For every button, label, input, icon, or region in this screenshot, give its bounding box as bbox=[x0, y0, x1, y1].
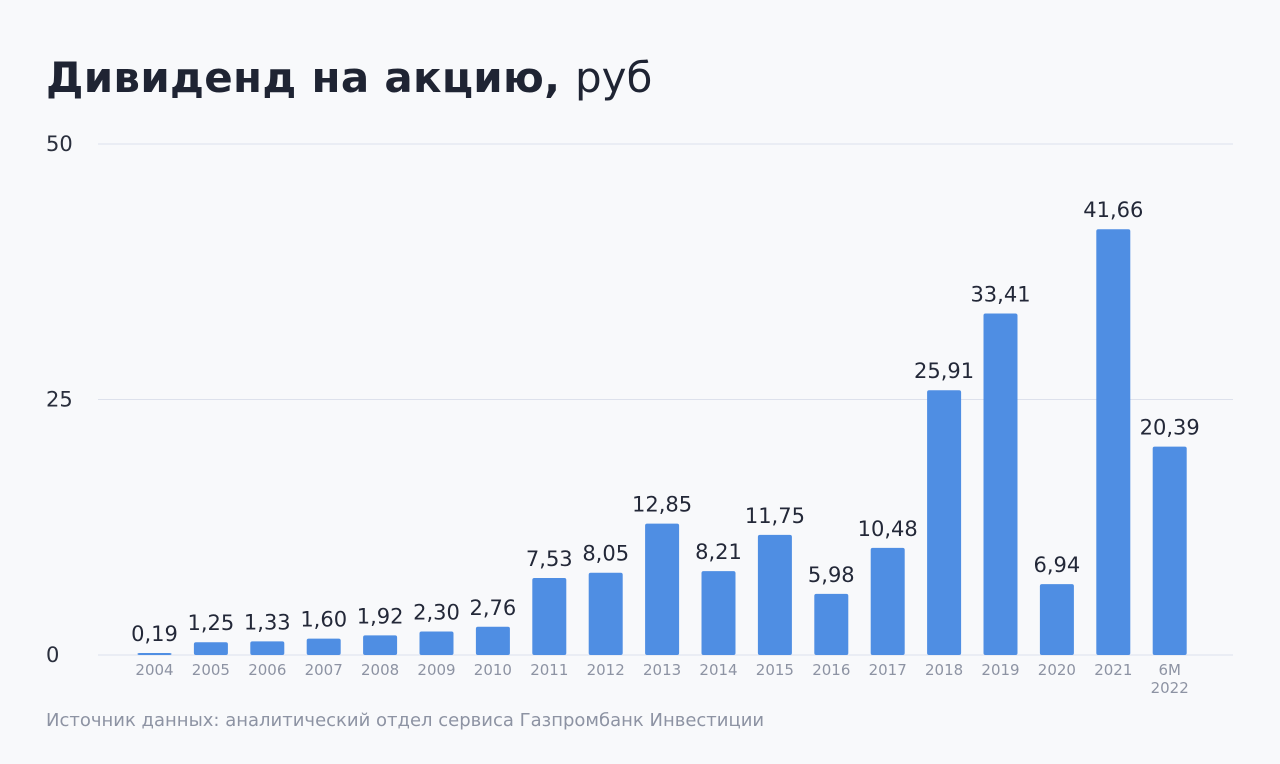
x-tick-label-8: 2012 bbox=[587, 661, 625, 679]
data-label-18: 20,39 bbox=[1140, 416, 1200, 440]
data-label-5: 2,30 bbox=[413, 600, 460, 624]
x-tick-label-line: 2018 bbox=[925, 661, 963, 679]
x-tick-label-line: 2022 bbox=[1151, 679, 1189, 697]
x-tick-label-line: 2012 bbox=[587, 661, 625, 679]
data-label-12: 5,98 bbox=[808, 563, 855, 587]
data-source-note: Источник данных: аналитический отдел сер… bbox=[46, 710, 765, 731]
x-tick-label-line: 2010 bbox=[474, 661, 512, 679]
bar-7 bbox=[532, 578, 567, 655]
bar-0 bbox=[137, 653, 172, 655]
data-label-4: 1,92 bbox=[357, 604, 404, 628]
x-tick-label-14: 2018 bbox=[925, 661, 963, 679]
x-tick-label-3: 2007 bbox=[305, 661, 343, 679]
bar-3 bbox=[306, 638, 341, 655]
data-label-0: 0,19 bbox=[131, 622, 178, 646]
x-tick-label-5: 2009 bbox=[417, 661, 455, 679]
bar-6 bbox=[475, 626, 510, 655]
bar-11 bbox=[757, 534, 792, 655]
x-tick-label-2: 2006 bbox=[248, 661, 286, 679]
data-label-2: 1,33 bbox=[244, 610, 291, 634]
chart-title: Дивиденд на акцию, руб bbox=[46, 52, 652, 104]
x-tick-label-17: 2021 bbox=[1094, 661, 1132, 679]
x-tick-label-line: 2005 bbox=[192, 661, 230, 679]
x-tick-label-line: 2017 bbox=[869, 661, 907, 679]
x-tick-label-line: 6M bbox=[1158, 661, 1181, 679]
bar-16 bbox=[1039, 584, 1074, 655]
x-tick-label-line: 2015 bbox=[756, 661, 794, 679]
x-tick-label-line: 2013 bbox=[643, 661, 681, 679]
bar-1 bbox=[193, 642, 228, 655]
x-tick-label-11: 2015 bbox=[756, 661, 794, 679]
x-tick-label-line: 2008 bbox=[361, 661, 399, 679]
x-tick-label-13: 2017 bbox=[869, 661, 907, 679]
data-label-7: 7,53 bbox=[526, 547, 573, 571]
x-tick-label-line: 2016 bbox=[812, 661, 850, 679]
x-tick-label-16: 2020 bbox=[1038, 661, 1076, 679]
data-label-16: 6,94 bbox=[1034, 553, 1081, 577]
x-tick-label-4: 2008 bbox=[361, 661, 399, 679]
bar-18 bbox=[1152, 446, 1187, 655]
data-label-3: 1,60 bbox=[300, 608, 347, 632]
x-tick-label-line: 2006 bbox=[248, 661, 286, 679]
x-tick-label-1: 2005 bbox=[192, 661, 230, 679]
data-label-6: 2,76 bbox=[470, 596, 517, 620]
x-tick-label-line: 2014 bbox=[699, 661, 737, 679]
x-tick-label-12: 2016 bbox=[812, 661, 850, 679]
data-label-13: 10,48 bbox=[858, 517, 918, 541]
x-tick-label-10: 2014 bbox=[699, 661, 737, 679]
bar-4 bbox=[363, 635, 398, 655]
bar-2 bbox=[250, 641, 285, 655]
chart-title-main: Дивиденд на акцию, bbox=[46, 53, 561, 102]
data-label-10: 8,21 bbox=[695, 540, 742, 564]
x-tick-label-line: 2019 bbox=[981, 661, 1019, 679]
x-tick-label-line: 2011 bbox=[530, 661, 568, 679]
data-label-1: 1,25 bbox=[188, 611, 235, 635]
y-tick-label-25: 25 bbox=[46, 388, 73, 412]
bar-10 bbox=[701, 571, 736, 655]
bar-15 bbox=[983, 313, 1018, 655]
x-tick-label-line: 2020 bbox=[1038, 661, 1076, 679]
x-tick-label-7: 2011 bbox=[530, 661, 568, 679]
bar-9 bbox=[645, 523, 680, 655]
data-label-14: 25,91 bbox=[914, 359, 974, 383]
bar-13 bbox=[870, 547, 905, 655]
data-label-9: 12,85 bbox=[632, 493, 692, 517]
bar-8 bbox=[588, 572, 623, 655]
bar-5 bbox=[419, 631, 454, 655]
x-tick-label-line: 2007 bbox=[305, 661, 343, 679]
data-label-17: 41,66 bbox=[1083, 198, 1143, 222]
data-label-11: 11,75 bbox=[745, 504, 805, 528]
bar-17 bbox=[1096, 229, 1131, 655]
x-tick-label-0: 2004 bbox=[135, 661, 173, 679]
y-tick-label-0: 0 bbox=[46, 643, 59, 667]
x-tick-label-line: 2021 bbox=[1094, 661, 1132, 679]
x-tick-label-6: 2010 bbox=[474, 661, 512, 679]
x-tick-label-18: 6M 2022 bbox=[1151, 661, 1189, 697]
bar-12 bbox=[814, 593, 849, 655]
bar-14 bbox=[927, 390, 962, 655]
chart-title-unit: руб bbox=[575, 53, 653, 102]
data-label-15: 33,41 bbox=[970, 283, 1030, 307]
data-label-8: 8,05 bbox=[582, 542, 629, 566]
x-tick-label-line: 2004 bbox=[135, 661, 173, 679]
x-tick-label-15: 2019 bbox=[981, 661, 1019, 679]
y-tick-label-50: 50 bbox=[46, 132, 73, 156]
x-tick-label-line: 2009 bbox=[417, 661, 455, 679]
x-tick-label-9: 2013 bbox=[643, 661, 681, 679]
